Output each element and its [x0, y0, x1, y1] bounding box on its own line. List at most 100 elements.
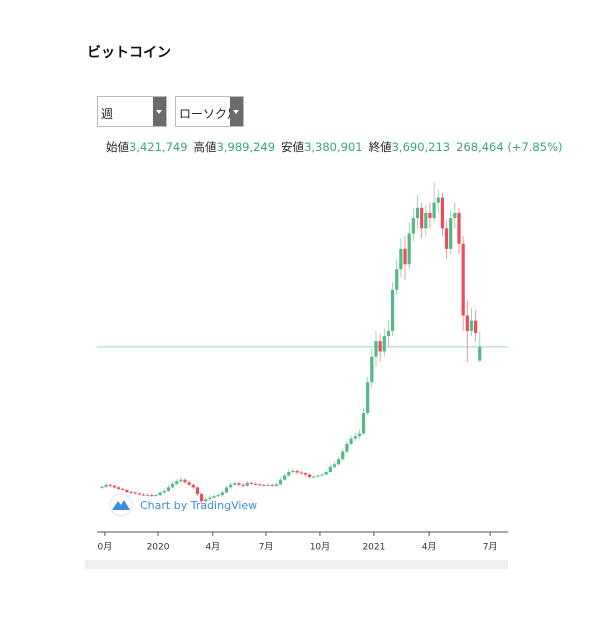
- x-tick-label: 2020: [147, 543, 170, 553]
- candle-body: [465, 315, 469, 331]
- candle-body: [133, 492, 137, 494]
- candle-body: [440, 197, 445, 229]
- candle-body: [366, 382, 370, 413]
- candle-body: [241, 484, 245, 486]
- watermark: Chart by TradingView: [140, 499, 257, 512]
- candle-body: [332, 464, 337, 467]
- candle-body: [229, 484, 233, 488]
- interval-select[interactable]: 週: [97, 96, 167, 127]
- candle-body: [253, 483, 258, 485]
- style-select[interactable]: ローソク足: [175, 96, 244, 127]
- candle-body: [436, 197, 440, 203]
- candle-body: [420, 207, 424, 229]
- candle-body: [415, 207, 420, 219]
- candle-body: [328, 466, 332, 472]
- candle-body: [324, 471, 328, 475]
- candle-body: [386, 330, 391, 337]
- candle-body: [424, 212, 428, 229]
- candle-body: [121, 488, 125, 490]
- candle-body: [208, 497, 212, 500]
- candle-body: [469, 320, 474, 331]
- candle-body: [266, 484, 270, 486]
- legend-value: 3,989,249: [216, 140, 276, 154]
- candle-body: [395, 269, 399, 290]
- candle-body: [444, 228, 449, 249]
- candle-body: [312, 476, 316, 478]
- ohlc-legend: 始値3,421,749 高値3,989,249 安値3,380,901 終値3,690…: [106, 139, 568, 155]
- candle-body: [390, 289, 395, 331]
- x-tick-label: 10月: [310, 542, 330, 553]
- x-tick-label: 7月: [483, 542, 498, 553]
- candle-body: [249, 482, 254, 484]
- candle-body: [274, 484, 278, 486]
- dropdown-arrow: [153, 97, 166, 126]
- candle-body: [146, 495, 150, 497]
- legend-label: 高値: [193, 140, 217, 154]
- candle-body: [287, 471, 291, 476]
- candle-body: [150, 495, 154, 497]
- candle-body: [341, 451, 345, 460]
- candle-body: [191, 484, 195, 488]
- candle-body: [112, 485, 117, 488]
- candle-body: [337, 459, 341, 465]
- candle-body: [170, 483, 175, 488]
- candle-body: [187, 482, 191, 485]
- candle-body: [224, 487, 229, 493]
- candle-body: [378, 341, 382, 352]
- footer-band: [85, 560, 508, 569]
- candle-body: [357, 433, 361, 437]
- candle-body: [233, 483, 237, 485]
- candle-body: [100, 486, 104, 488]
- candle-body: [361, 413, 366, 434]
- x-tick-label: 2021: [362, 543, 385, 553]
- candle-body: [212, 496, 216, 498]
- candle-body: [382, 336, 386, 352]
- candle-body: [432, 202, 436, 219]
- candle-body: [204, 499, 208, 502]
- candle-body: [407, 233, 411, 265]
- legend-value: 3,690,213: [391, 140, 451, 154]
- candle-body: [162, 490, 166, 493]
- candle-body: [216, 495, 220, 497]
- page-title: ビットコイン: [87, 45, 171, 61]
- candle-body: [166, 487, 171, 491]
- candle-body: [399, 248, 403, 270]
- candle-body: [478, 346, 482, 361]
- candle-body: [403, 248, 407, 265]
- select-text: ローソク足: [179, 107, 240, 121]
- candle-body: [104, 484, 108, 487]
- candle-body: [370, 356, 374, 383]
- candle-body: [245, 482, 249, 486]
- candle-body: [303, 473, 308, 475]
- candle-body: [278, 479, 283, 485]
- candle-body: [237, 483, 241, 485]
- candle-body: [179, 479, 183, 482]
- candle-body: [320, 474, 324, 476]
- candle-body: [175, 481, 179, 484]
- legend-label: 終値: [368, 140, 392, 154]
- candle-body: [141, 494, 146, 496]
- candle-body: [299, 472, 303, 474]
- candle-body: [129, 491, 133, 493]
- candle-body: [345, 443, 349, 452]
- candle-body: [461, 243, 465, 316]
- legend-label: 安値: [281, 140, 305, 154]
- candle-body: [307, 474, 312, 478]
- candle-body: [349, 438, 353, 444]
- candle-body: [374, 341, 378, 357]
- candle-body: [428, 212, 432, 219]
- candle-body: [457, 212, 461, 244]
- candle-body: [474, 320, 478, 334]
- x-tick-label: 4月: [422, 542, 437, 553]
- price-change: 268,464 (+7.85%): [456, 140, 563, 154]
- candle-body: [316, 475, 320, 477]
- x-tick-label: 4月: [205, 542, 220, 553]
- candle-body: [449, 218, 453, 249]
- candle-body: [154, 495, 158, 497]
- candle-body: [262, 484, 266, 486]
- dropdown-arrow: [230, 97, 243, 126]
- x-tick-label: 7月: [259, 542, 274, 553]
- candle-body: [195, 487, 200, 495]
- legend-value: 3,380,901: [304, 140, 363, 154]
